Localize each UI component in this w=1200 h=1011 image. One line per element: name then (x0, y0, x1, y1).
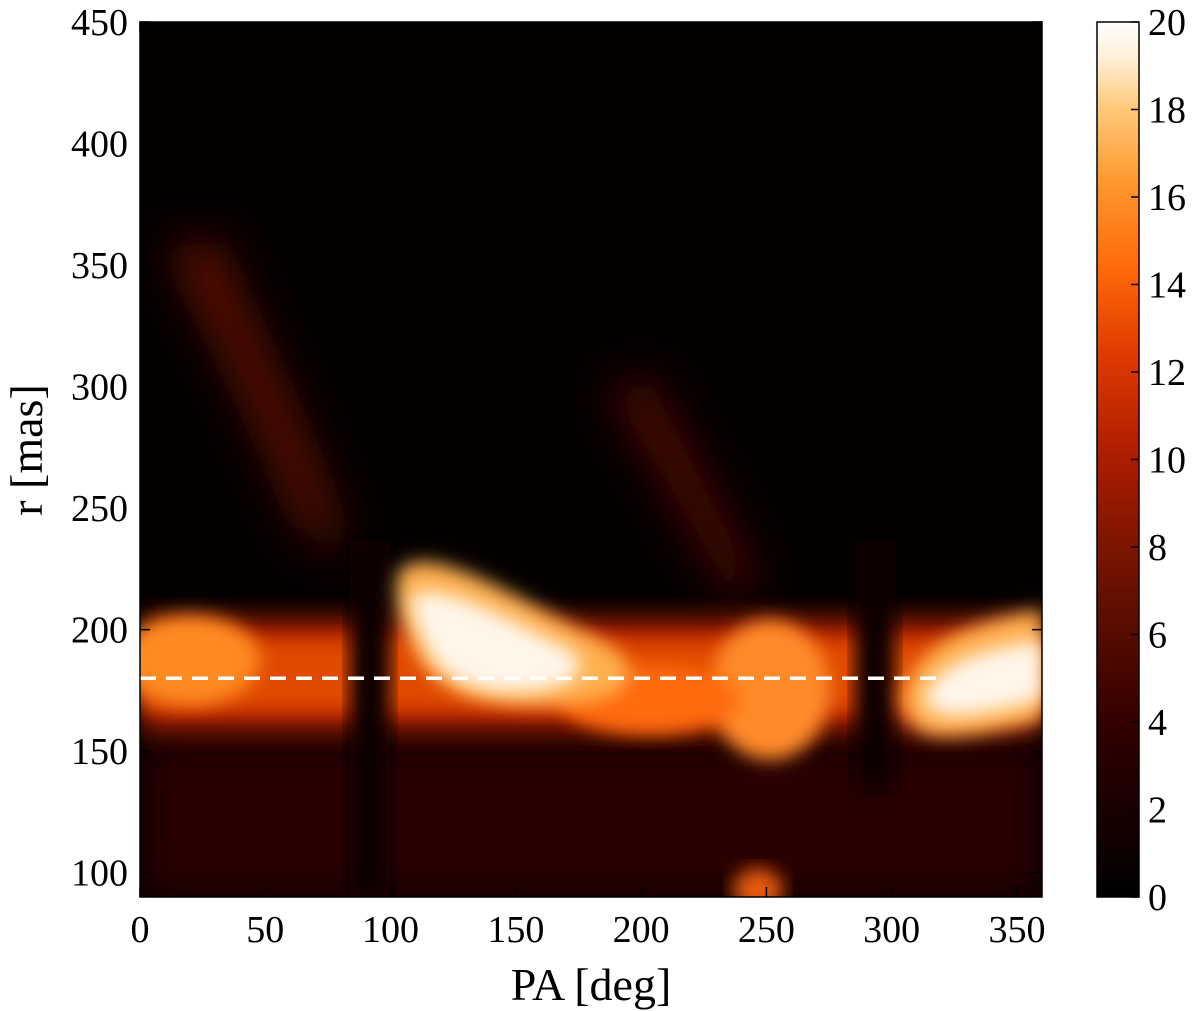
x-tick-label: 200 (613, 909, 670, 951)
x-tick-label: 50 (246, 909, 284, 951)
heatmap-image (140, 22, 1042, 897)
gap-pa-290 (855, 540, 895, 790)
x-axis-label: PA [deg] (511, 959, 672, 1010)
x-tick-label: 350 (988, 909, 1045, 951)
colorbar-tick-label: 2 (1148, 790, 1167, 832)
x-tick-label: 250 (738, 909, 795, 951)
ring-patch-west (140, 615, 260, 705)
streamer-2 (610, 380, 760, 600)
panel-label: I' (164, 46, 185, 91)
colorbar-tick-label: 12 (1148, 352, 1186, 394)
y-tick-label: 450 (71, 2, 128, 44)
colorbar-tick-label: 0 (1148, 877, 1167, 919)
bright-arc-east-core (411, 591, 580, 693)
x-tick-label: 300 (863, 909, 920, 951)
plot-frame (139, 21, 1043, 898)
colorbar-tick-label: 6 (1148, 615, 1167, 657)
x-tick-label: 0 (131, 909, 150, 951)
y-tick-label: 300 (71, 367, 128, 409)
colorbar: 0 2 4 6 8 10 12 14 16 18 20 (1096, 2, 1186, 919)
y-tick-label: 200 (71, 610, 128, 652)
bright-arc-west-core (924, 640, 1042, 716)
lower-emission-band (140, 740, 1042, 897)
colorbar-tick-label: 14 (1148, 265, 1186, 307)
x-axis-ticks: 0 50 100 150 200 250 300 350 (131, 22, 1045, 951)
colorbar-ticks: 0 2 4 6 8 10 12 14 16 18 20 (1131, 2, 1186, 919)
y-tick-label: 400 (71, 124, 128, 166)
bottom-bright-spot (733, 868, 783, 897)
colorbar-tick-label: 18 (1148, 90, 1186, 132)
streamer-1 (170, 240, 345, 560)
x-tick-label: 150 (487, 909, 544, 951)
y-tick-label: 150 (71, 731, 128, 773)
colorbar-tick-label: 4 (1148, 702, 1167, 744)
ring-patch-south (710, 620, 830, 760)
colorbar-tick-label: 10 (1148, 440, 1186, 482)
colorbar-tick-label: 20 (1148, 2, 1186, 44)
y-tick-label: 250 (71, 488, 128, 530)
colorbar-tick-label: 8 (1148, 527, 1167, 569)
y-axis-label: r [mas] (1, 384, 52, 516)
y-tick-label: 350 (71, 245, 128, 287)
y-axis-ticks: 100 150 200 250 300 350 400 450 (71, 2, 1042, 895)
y-tick-label: 100 (71, 853, 128, 895)
gap-pa-90 (350, 540, 390, 897)
colorbar-tick-label: 16 (1148, 177, 1186, 219)
x-tick-label: 100 (362, 909, 419, 951)
